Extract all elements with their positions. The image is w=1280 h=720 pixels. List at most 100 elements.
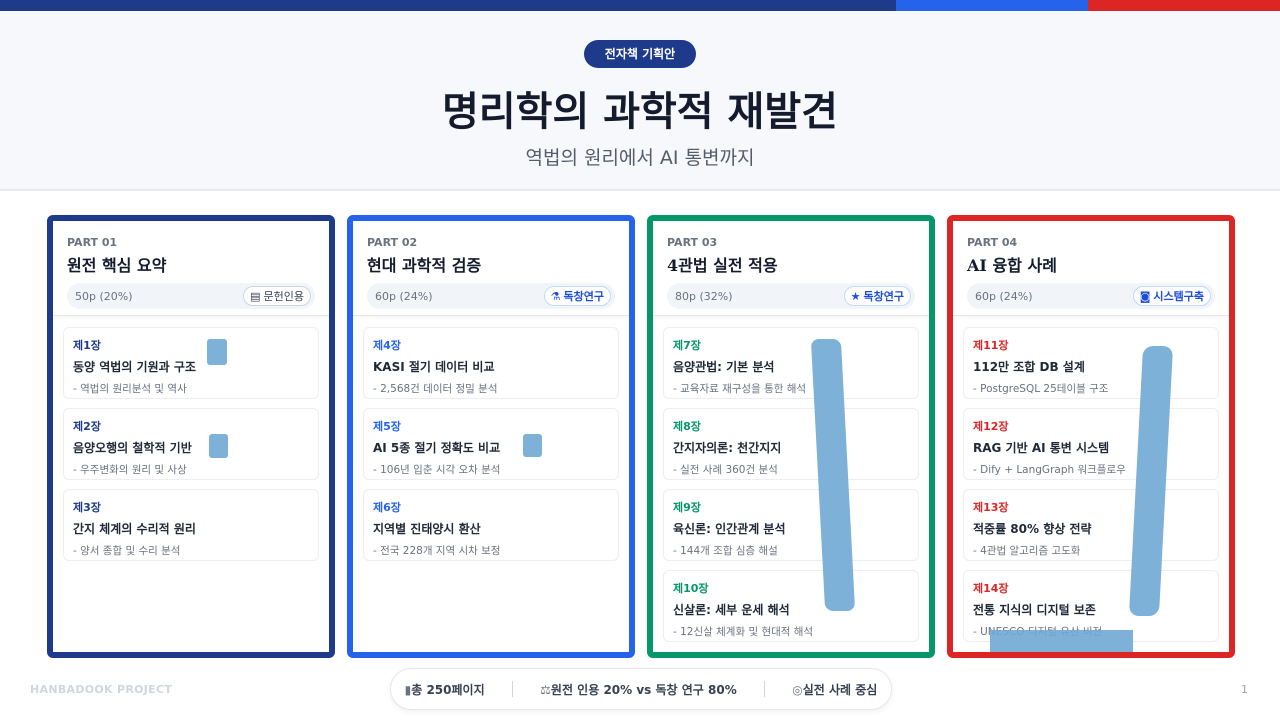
page-title: 명리학의 과학적 재발견 (442, 88, 838, 135)
highlight-mark (207, 339, 227, 365)
page-count: 50p (20%) (75, 289, 133, 303)
part-header: PART 01 원전 핵심 요약 50p (20%) ▤ 문헌인용 (53, 221, 329, 316)
chapter-item[interactable]: 제11장 112만 조합 DB 설계 - PostgreSQL 25테이블 구조 (963, 327, 1219, 399)
chapter-desc: - 전국 228개 지역 시차 보정 (373, 545, 501, 557)
chapter-item[interactable]: 제5장 AI 5종 절기 정확도 비교 - 106년 입춘 시각 오차 분석 (363, 408, 619, 480)
chapter-desc: - 역법의 원리분석 및 역사 (73, 383, 187, 395)
chapter-item[interactable]: 제7장 음양관법: 기본 분석 - 교육자료 재구성을 통한 해석 (663, 327, 919, 399)
chapter-number: 제8장 (673, 420, 701, 433)
part-tag: ★ 독창연구 (843, 286, 911, 306)
chapter-desc: - 4관법 알고리즘 고도화 (973, 545, 1081, 557)
chapter-title: 적중률 80% 향상 전략 (973, 522, 1092, 536)
scale-icon: ⚖ (540, 682, 551, 697)
book-icon: ▤ (250, 289, 261, 303)
project-name: HANBADOOK PROJECT (30, 683, 173, 696)
doc-type-badge: 전자책 기획안 (584, 40, 696, 68)
chapter-title: 간지자의론: 천간지지 (673, 441, 782, 455)
chapter-item[interactable]: 제6장 지역별 진태양시 환산 - 전국 228개 지역 시차 보정 (363, 489, 619, 561)
part-card-3: PART 03 4관법 실전 적용 80p (32%) ★ 독창연구 제7장 음양… (647, 215, 935, 658)
chapter-item[interactable]: 제3장 간지 체계의 수리적 원리 - 양서 종합 및 수리 분석 (63, 489, 319, 561)
chapter-item[interactable]: 제9장 육신론: 인간관계 분석 - 144개 조합 심층 해설 (663, 489, 919, 561)
chapter-desc: - 교육자료 재구성을 통한 해석 (673, 383, 807, 395)
part-title: 현대 과학적 검증 (367, 256, 482, 275)
page-count: 60p (24%) (375, 289, 433, 303)
highlight-mark (209, 434, 228, 458)
chapter-list: 제11장 112만 조합 DB 설계 - PostgreSQL 25테이블 구조… (953, 316, 1229, 642)
chapter-desc: - 실전 사례 360건 분석 (673, 464, 778, 476)
part-header: PART 04 AI 융합 사례 60p (24%) ◙ 시스템구축 (953, 221, 1229, 316)
chapter-desc: - 양서 종합 및 수리 분석 (73, 545, 181, 557)
chapter-list: 제4장 KASI 절기 데이터 비교 - 2,568건 데이터 정밀 분석 제5… (353, 316, 629, 561)
chapter-number: 제14장 (973, 582, 1009, 595)
chapter-desc: - PostgreSQL 25테이블 구조 (973, 383, 1109, 395)
part-title: 4관법 실전 적용 (667, 256, 778, 275)
summary-stats-bar: ▮총 250페이지 ⚖원전 인용 20% vs 독창 연구 80% ◎실전 사례… (390, 668, 892, 710)
part-card-1: PART 01 원전 핵심 요약 50p (20%) ▤ 문헌인용 제1장 동양 … (47, 215, 335, 658)
chapter-title: 간지 체계의 수리적 원리 (73, 522, 196, 536)
chapter-title: 신살론: 세부 운세 해석 (673, 603, 790, 617)
chapter-title: 음양오행의 철학적 기반 (73, 441, 192, 455)
chapter-item[interactable]: 제2장 음양오행의 철학적 기반 - 우주변화의 원리 및 사상 (63, 408, 319, 480)
chapter-item[interactable]: 제8장 간지자의론: 천간지지 - 실전 사례 360건 분석 (663, 408, 919, 480)
chapter-title: 전통 지식의 디지털 보존 (973, 603, 1096, 617)
chapter-desc: - 106년 입춘 시각 오차 분석 (373, 464, 501, 476)
chapter-number: 제7장 (673, 339, 701, 352)
part-tag: ⚗ 독창연구 (543, 286, 611, 306)
flask-icon: ⚗ (550, 289, 561, 303)
divider (511, 681, 513, 697)
part-tag: ◙ 시스템구축 (1132, 286, 1211, 306)
part-number: PART 02 (367, 236, 418, 249)
star-icon: ★ (850, 289, 861, 303)
highlight-mark (990, 630, 1133, 652)
part-card-4: PART 04 AI 융합 사례 60p (24%) ◙ 시스템구축 제11장 1… (947, 215, 1235, 658)
chapter-item[interactable]: 제4장 KASI 절기 데이터 비교 - 2,568건 데이터 정밀 분석 (363, 327, 619, 399)
part-number: PART 03 (667, 236, 718, 249)
chapter-desc: - Dify + LangGraph 워크플로우 (973, 464, 1126, 476)
chapter-list: 제1장 동양 역법의 기원과 구조 - 역법의 원리분석 및 역사 제2장 음양… (53, 316, 329, 561)
stat-focus: ◎실전 사례 중심 (792, 682, 878, 697)
chapter-desc: - 우주변화의 원리 및 사상 (73, 464, 187, 476)
chapter-number: 제6장 (373, 501, 401, 514)
page-number: 1 (1241, 683, 1248, 696)
chapter-item[interactable]: 제1장 동양 역법의 기원과 구조 - 역법의 원리분석 및 역사 (63, 327, 319, 399)
highlight-mark (523, 434, 542, 457)
part-card-2: PART 02 현대 과학적 검증 60p (24%) ⚗ 독창연구 제4장 KA… (347, 215, 635, 658)
stat-total-pages: ▮총 250페이지 (404, 682, 485, 697)
part-title: AI 융합 사례 (967, 256, 1057, 275)
part-meta: 60p (24%) ⚗ 독창연구 (367, 283, 615, 309)
part-meta: 60p (24%) ◙ 시스템구축 (967, 283, 1215, 309)
chapter-number: 제13장 (973, 501, 1009, 514)
page-count: 60p (24%) (975, 289, 1033, 303)
page-count: 80p (32%) (675, 289, 733, 303)
chapter-number: 제3장 (73, 501, 101, 514)
chapter-number: 제9장 (673, 501, 701, 514)
document-icon: ▮ (404, 682, 412, 697)
page-subtitle: 역법의 원리에서 AI 통변까지 (525, 147, 755, 169)
chapter-desc: - 2,568건 데이터 정밀 분석 (373, 383, 498, 395)
chapter-list: 제7장 음양관법: 기본 분석 - 교육자료 재구성을 통한 해석 제8장 간지… (653, 316, 929, 642)
top-accent-bar (0, 0, 1280, 11)
chapter-number: 제11장 (973, 339, 1009, 352)
chapter-item[interactable]: 제13장 적중률 80% 향상 전략 - 4관법 알고리즘 고도화 (963, 489, 1219, 561)
part-header: PART 03 4관법 실전 적용 80p (32%) ★ 독창연구 (653, 221, 929, 316)
hero-header: 전자책 기획안 명리학의 과학적 재발견 역법의 원리에서 AI 통변까지 (0, 11, 1280, 191)
part-tag: ▤ 문헌인용 (243, 286, 311, 306)
chapter-title: 음양관법: 기본 분석 (673, 360, 775, 374)
chapter-number: 제4장 (373, 339, 401, 352)
chapter-item[interactable]: 제10장 신살론: 세부 운세 해석 - 12신살 체계화 및 현대적 해석 (663, 570, 919, 642)
part-meta: 50p (20%) ▤ 문헌인용 (67, 283, 315, 309)
chapter-title: KASI 절기 데이터 비교 (373, 360, 495, 374)
chapter-desc: - 12신살 체계화 및 현대적 해석 (673, 626, 814, 638)
part-title: 원전 핵심 요약 (67, 256, 167, 275)
part-number: PART 01 (67, 236, 118, 249)
chapter-title: 지역별 진태양시 환산 (373, 522, 481, 536)
chapter-desc: - 144개 조합 심층 해설 (673, 545, 778, 557)
part-header: PART 02 현대 과학적 검증 60p (24%) ⚗ 독창연구 (353, 221, 629, 316)
chapter-number: 제10장 (673, 582, 709, 595)
divider (764, 681, 765, 697)
chapter-title: 112만 조합 DB 설계 (973, 360, 1085, 374)
part-number: PART 04 (967, 236, 1018, 249)
chapter-title: RAG 기반 AI 통변 시스템 (973, 441, 1110, 455)
chapter-item[interactable]: 제12장 RAG 기반 AI 통변 시스템 - Dify + LangGraph… (963, 408, 1219, 480)
part-meta: 80p (32%) ★ 독창연구 (667, 283, 915, 309)
